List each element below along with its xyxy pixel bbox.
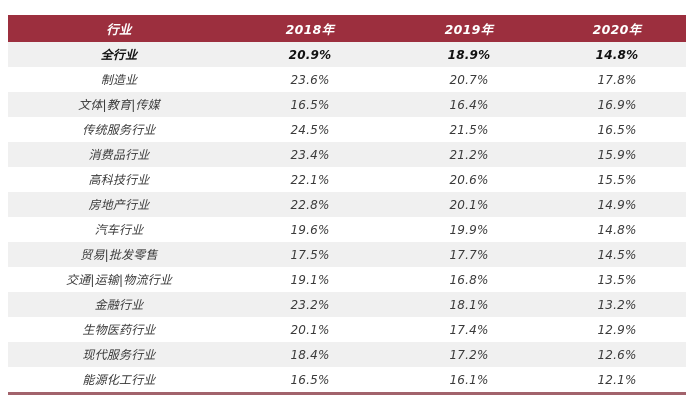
industry-table: 行业 2018年 2019年 2020年 全行业 20.9% 18.9% 14.8% 制… <box>8 15 686 395</box>
industry-name-cell: 能源化工行业 <box>82 373 156 387</box>
table-body: 全行业 20.9% 18.9% 14.8% 制造业 23.6% 20.7% 17.8% 文体|教… <box>8 42 686 394</box>
value-cell: 14.8% <box>595 47 639 62</box>
value-cell: 16.5% <box>290 97 330 112</box>
table-row: 制造业 23.6% 20.7% 17.8% <box>8 67 686 92</box>
column-header-year-2020: 2020年 <box>548 15 686 42</box>
table-row: 消费品行业 23.4% 21.2% 15.9% <box>8 142 686 167</box>
table-row: 交通|运输|物流行业 19.1% 16.8% 13.5% <box>8 267 686 292</box>
table-row: 金融行业 23.2% 18.1% 13.2% <box>8 292 686 317</box>
industry-name-cell: 文体|教育|传媒 <box>78 98 160 112</box>
value-cell: 16.4% <box>449 97 489 112</box>
industry-name-cell: 全行业 <box>100 48 138 62</box>
table-row: 传统服务行业 24.5% 21.5% 16.5% <box>8 117 686 142</box>
table-row: 高科技行业 22.1% 20.6% 15.5% <box>8 167 686 192</box>
industry-name-cell: 现代服务行业 <box>82 348 156 362</box>
value-cell: 19.9% <box>449 222 489 237</box>
value-cell: 17.2% <box>449 347 489 362</box>
value-cell: 17.8% <box>597 72 637 87</box>
column-header-industry: 行业 <box>8 15 230 42</box>
value-cell: 22.1% <box>290 172 330 187</box>
value-cell: 20.7% <box>449 72 489 87</box>
value-cell: 17.5% <box>290 247 330 262</box>
industry-name-cell: 金融行业 <box>94 298 144 312</box>
value-cell: 15.9% <box>597 147 637 162</box>
industry-name-cell: 交通|运输|物流行业 <box>65 273 173 287</box>
industry-name-cell: 贸易|批发零售 <box>80 248 158 262</box>
value-cell: 20.9% <box>288 47 332 62</box>
value-cell: 23.6% <box>290 72 330 87</box>
value-cell: 16.8% <box>449 272 489 287</box>
table-row: 文体|教育|传媒 16.5% 16.4% 16.9% <box>8 92 686 117</box>
industry-name-cell: 生物医药行业 <box>82 323 156 337</box>
value-cell: 12.6% <box>597 347 637 362</box>
value-cell: 16.9% <box>597 97 637 112</box>
value-cell: 18.9% <box>447 47 491 62</box>
value-cell: 17.4% <box>449 322 489 337</box>
table-row: 全行业 20.9% 18.9% 14.8% <box>8 42 686 67</box>
value-cell: 12.1% <box>597 372 637 387</box>
table-row: 房地产行业 22.8% 20.1% 14.9% <box>8 192 686 217</box>
value-cell: 23.2% <box>290 297 330 312</box>
value-cell: 20.1% <box>290 322 330 337</box>
column-header-year-2019: 2019年 <box>390 15 548 42</box>
value-cell: 19.6% <box>290 222 330 237</box>
industry-name-cell: 汽车行业 <box>94 223 144 237</box>
value-cell: 15.5% <box>597 172 637 187</box>
value-cell: 21.5% <box>449 122 489 137</box>
industry-name-cell: 高科技行业 <box>88 173 150 187</box>
value-cell: 13.5% <box>597 272 637 287</box>
value-cell: 20.1% <box>449 197 489 212</box>
table-row: 汽车行业 19.6% 19.9% 14.8% <box>8 217 686 242</box>
value-cell: 16.1% <box>449 372 489 387</box>
column-header-year-2018: 2018年 <box>230 15 390 42</box>
value-cell: 22.8% <box>290 197 330 212</box>
industry-name-cell: 制造业 <box>100 73 138 87</box>
value-cell: 24.5% <box>290 122 330 137</box>
table-row: 能源化工行业 16.5% 16.1% 12.1% <box>8 367 686 394</box>
value-cell: 14.9% <box>597 197 637 212</box>
value-cell: 12.9% <box>597 322 637 337</box>
value-cell: 18.4% <box>290 347 330 362</box>
table-header-row: 行业 2018年 2019年 2020年 <box>8 15 686 42</box>
value-cell: 18.1% <box>449 297 489 312</box>
table-row: 生物医药行业 20.1% 17.4% 12.9% <box>8 317 686 342</box>
table-row: 贸易|批发零售 17.5% 17.7% 14.5% <box>8 242 686 267</box>
value-cell: 17.7% <box>449 247 489 262</box>
value-cell: 14.8% <box>597 222 637 237</box>
value-cell: 20.6% <box>449 172 489 187</box>
industry-name-cell: 传统服务行业 <box>82 123 156 137</box>
value-cell: 23.4% <box>290 147 330 162</box>
industry-name-cell: 消费品行业 <box>88 148 150 162</box>
value-cell: 19.1% <box>290 272 330 287</box>
industry-name-cell: 房地产行业 <box>88 198 150 212</box>
table-row: 现代服务行业 18.4% 17.2% 12.6% <box>8 342 686 367</box>
value-cell: 16.5% <box>290 372 330 387</box>
value-cell: 14.5% <box>597 247 637 262</box>
value-cell: 13.2% <box>597 297 637 312</box>
value-cell: 21.2% <box>449 147 489 162</box>
value-cell: 16.5% <box>597 122 637 137</box>
